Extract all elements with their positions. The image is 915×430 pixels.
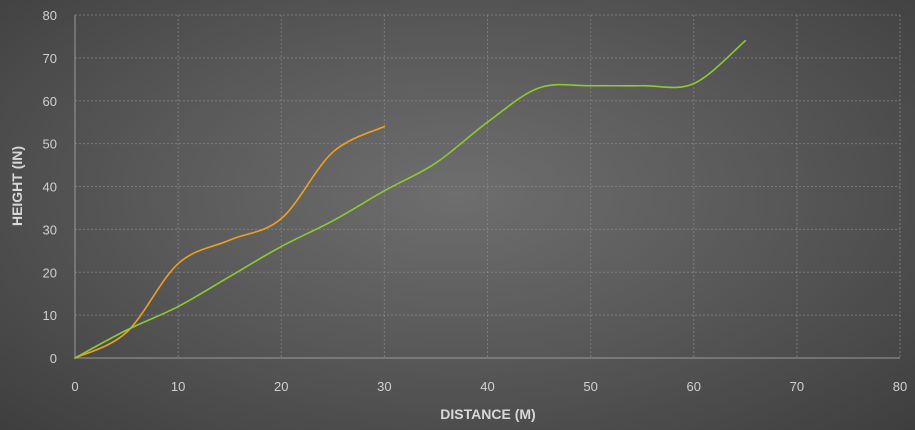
y-tick-label: 50 <box>43 137 57 152</box>
axes <box>74 15 900 359</box>
series-lines <box>74 39 747 359</box>
y-tick-labels: 0 10 20 30 40 50 60 70 80 <box>43 8 57 366</box>
x-tick-label: 80 <box>893 379 907 394</box>
x-tick-label: 60 <box>687 379 701 394</box>
x-axis-title: DISTANCE (M) <box>440 406 535 422</box>
y-axis-title: HEIGHT (IN) <box>9 146 25 226</box>
y-tick-label: 40 <box>43 180 57 195</box>
y-tick-label: 0 <box>50 351 57 366</box>
x-tick-label: 20 <box>274 379 288 394</box>
y-tick-label: 20 <box>43 265 57 280</box>
y-tick-label: 80 <box>43 8 57 23</box>
y-tick-label: 30 <box>43 222 57 237</box>
y-tick-label: 70 <box>43 51 57 66</box>
x-tick-label: 10 <box>171 379 185 394</box>
x-tick-labels: 0 10 20 30 40 50 60 70 80 <box>71 379 907 394</box>
x-tick-label: 30 <box>377 379 391 394</box>
grid <box>75 14 901 358</box>
series-line-2 <box>74 39 747 359</box>
x-tick-label: 0 <box>71 379 78 394</box>
x-tick-label: 40 <box>480 379 494 394</box>
y-tick-label: 10 <box>43 308 57 323</box>
y-tick-label: 60 <box>43 94 57 109</box>
x-tick-label: 50 <box>583 379 597 394</box>
series-line-1 <box>74 125 386 359</box>
x-tick-label: 70 <box>790 379 804 394</box>
